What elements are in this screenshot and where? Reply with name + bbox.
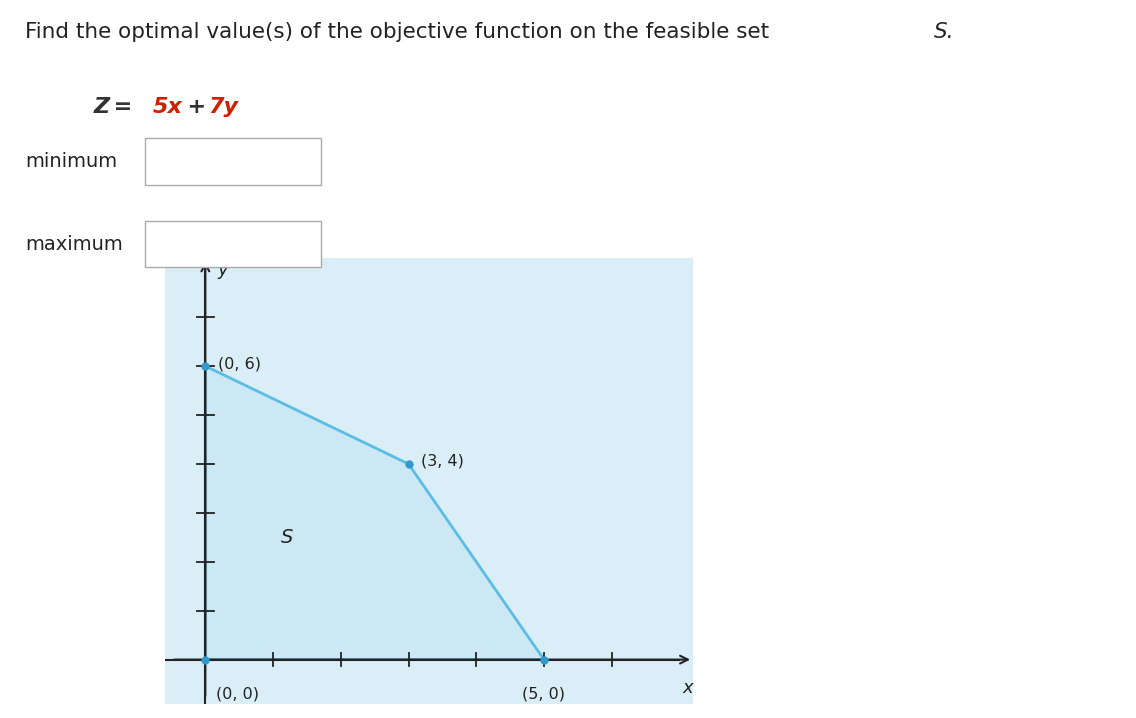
Text: Z =: Z = (93, 97, 137, 117)
Text: +: + (183, 97, 210, 117)
Text: S.: S. (934, 22, 954, 42)
Text: 5x: 5x (152, 97, 182, 117)
Text: 7y: 7y (208, 97, 237, 117)
Text: maximum: maximum (25, 235, 123, 253)
Text: S: S (281, 528, 293, 547)
Text: (0, 0): (0, 0) (216, 686, 259, 701)
Text: Find the optimal value(s) of the objective function on the feasible set: Find the optimal value(s) of the objecti… (25, 22, 776, 42)
Text: (0, 6): (0, 6) (217, 356, 260, 371)
Text: (3, 4): (3, 4) (420, 454, 463, 469)
Text: y: y (217, 261, 228, 279)
Polygon shape (206, 366, 544, 660)
Text: x: x (683, 679, 693, 697)
Text: (5, 0): (5, 0) (523, 686, 566, 701)
Text: minimum: minimum (25, 152, 117, 171)
